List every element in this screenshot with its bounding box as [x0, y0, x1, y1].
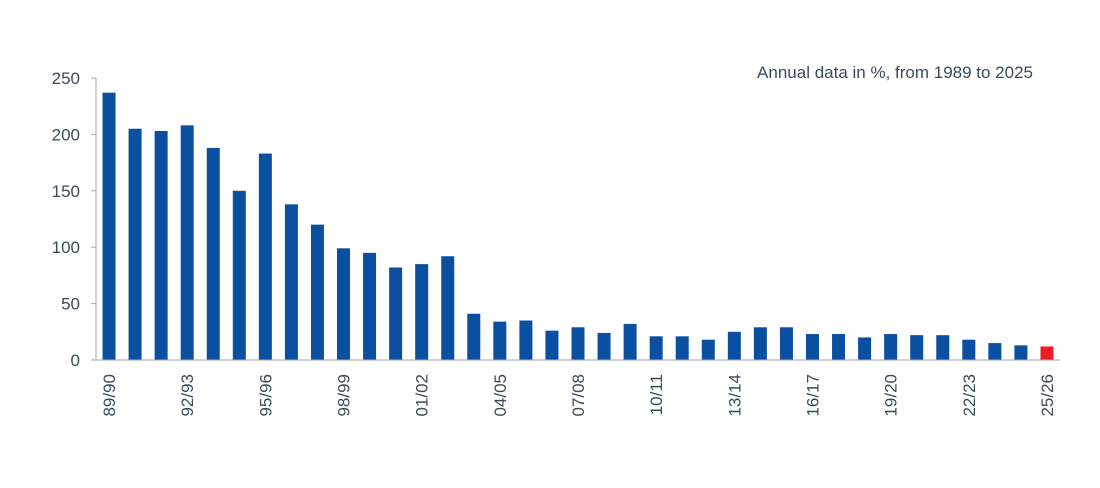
bar-02-03: [441, 256, 455, 360]
bar-98-99: [337, 248, 351, 360]
bar-16-17: [805, 334, 819, 360]
bar-95-96: [258, 153, 272, 360]
y-tick-label: 200: [52, 125, 80, 144]
bar-24-25: [1014, 345, 1028, 360]
x-tick-label: 10/11: [647, 374, 666, 415]
x-tick-label: 01/02: [413, 374, 432, 417]
y-axis: 0 50 100 150 200 250: [52, 69, 97, 370]
bar-18-19: [858, 337, 872, 360]
x-tick-label: 13/14: [725, 374, 744, 417]
bar-90-91: [128, 128, 142, 360]
x-tick-label: 16/17: [803, 374, 822, 417]
bar-00-01: [389, 267, 403, 360]
bar-03-04: [467, 313, 481, 360]
x-tick-label: 98/99: [335, 374, 354, 417]
bar-10-11: [649, 336, 663, 360]
bar-08-09: [597, 332, 611, 360]
bar-13-14: [727, 331, 741, 360]
x-tick-label: 25/26: [1038, 374, 1057, 417]
x-axis: 89/90 92/93 95/96 98/99 01/02 04/05 07/08 10/11…: [96, 359, 1060, 417]
bar-92-93: [180, 125, 194, 360]
bar-96-97: [284, 204, 298, 360]
bar-20-21: [910, 335, 924, 360]
bar-94-95: [232, 190, 246, 360]
x-tick-label: 19/20: [882, 374, 901, 417]
x-tick-label: 04/05: [491, 374, 510, 417]
bar-17-18: [832, 334, 846, 360]
y-tick-label: 150: [52, 182, 80, 201]
y-tick-label: 100: [52, 238, 80, 257]
bar-97-98: [310, 224, 324, 360]
bar-89-90: [102, 92, 116, 360]
x-tick-label: 07/08: [569, 374, 588, 417]
bar-12-13: [701, 339, 715, 360]
x-tick-label: 92/93: [178, 374, 197, 417]
bar-01-02: [415, 264, 429, 360]
bar-05-06: [519, 320, 533, 360]
bar-11-12: [675, 336, 689, 360]
bar-25-26: [1040, 346, 1054, 360]
bars: [102, 92, 1054, 360]
bar-04-05: [493, 321, 507, 360]
bar-23-24: [988, 343, 1002, 360]
y-tick-label: 50: [61, 295, 80, 314]
bar-99-00: [363, 252, 377, 360]
bar-06-07: [545, 330, 559, 360]
bar-93-94: [206, 147, 220, 360]
x-tick-label: 89/90: [100, 374, 119, 417]
x-tick-label: 95/96: [256, 374, 275, 417]
bar-07-08: [571, 327, 585, 360]
bar-91-92: [154, 131, 168, 360]
bar-21-22: [936, 335, 950, 360]
chart-annotation: Annual data in %, from 1989 to 2025: [757, 63, 1033, 82]
bar-22-23: [962, 339, 976, 360]
y-tick-label: 250: [52, 69, 80, 88]
x-tick-label: 22/23: [960, 374, 979, 417]
bar-14-15: [753, 327, 767, 360]
bar-09-10: [623, 323, 637, 360]
bar-19-20: [884, 334, 898, 360]
bar-15-16: [779, 327, 793, 360]
y-tick-label: 0: [71, 351, 80, 370]
